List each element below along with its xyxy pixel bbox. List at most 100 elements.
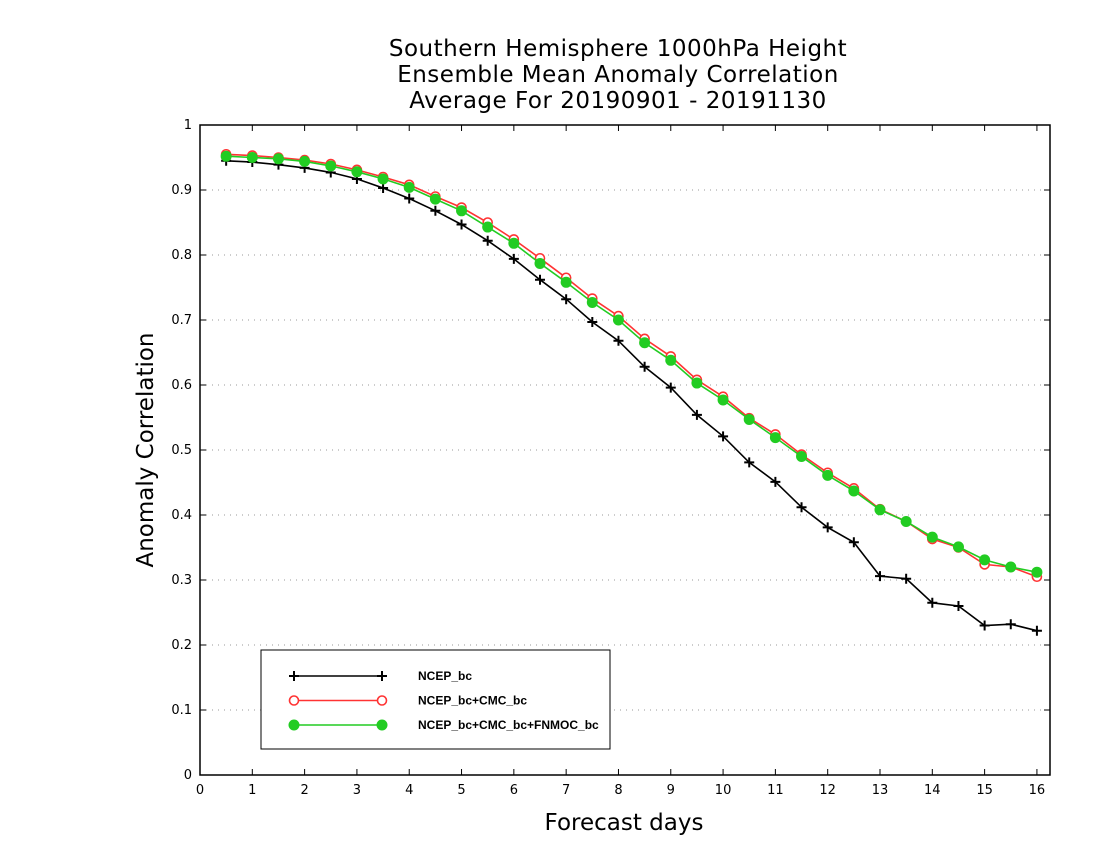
data-point-marker <box>535 274 545 285</box>
x-tick-label: 2 <box>300 783 308 798</box>
x-tick-label: 12 <box>819 783 836 798</box>
y-tick-label: 0.5 <box>171 443 192 458</box>
data-point-marker <box>1031 625 1042 636</box>
x-tick-label: 10 <box>715 783 732 798</box>
data-point-marker <box>377 671 387 681</box>
x-tick-label: 16 <box>1029 783 1046 798</box>
data-point-marker <box>744 457 755 468</box>
data-point-marker <box>378 183 389 194</box>
data-point-marker <box>289 671 299 681</box>
data-point-marker <box>1005 619 1016 630</box>
data-point-marker <box>586 296 598 308</box>
data-point-marker <box>979 620 990 631</box>
data-point-marker <box>376 695 388 706</box>
data-point-marker <box>979 554 991 566</box>
data-point-marker <box>429 193 441 205</box>
data-point-marker <box>482 235 493 246</box>
data-point-marker <box>376 719 388 731</box>
data-point-marker <box>534 257 546 269</box>
data-point-marker <box>639 337 651 349</box>
data-point-marker <box>1005 561 1017 573</box>
y-tick-label: 0.7 <box>171 313 192 328</box>
data-point-marker <box>325 160 337 172</box>
x-tick-label: 1 <box>248 783 256 798</box>
data-point-marker <box>220 150 232 162</box>
y-axis-label: Anomaly Correlation <box>133 332 159 568</box>
data-point-marker <box>927 597 938 608</box>
series-3 <box>220 150 1043 578</box>
data-point-marker <box>900 516 912 527</box>
series-line <box>226 153 1038 578</box>
data-point-marker <box>561 294 572 305</box>
data-point-marker <box>612 314 624 326</box>
data-point-marker <box>952 541 964 553</box>
x-tick-label: 6 <box>510 783 518 798</box>
x-tick-label: 4 <box>405 783 413 798</box>
axis-ticks: 00.10.20.30.40.50.60.70.80.910 1 2 3 4 5 6 7 8 9 1… <box>171 118 1050 798</box>
series-line <box>226 160 1038 632</box>
series-layer <box>220 148 1043 636</box>
data-point-marker <box>717 394 729 406</box>
y-tick-label: 0.1 <box>171 703 192 718</box>
series-1 <box>221 155 1042 636</box>
data-point-marker <box>796 451 808 462</box>
grid-lines <box>200 189 1050 711</box>
chart-title-line-1: Southern Hemisphere 1000hPa Height <box>388 36 848 62</box>
data-point-marker <box>482 221 494 233</box>
data-point-marker <box>613 335 624 346</box>
y-tick-label: 0.3 <box>171 573 192 588</box>
data-point-marker <box>875 571 885 582</box>
data-point-marker <box>639 361 650 372</box>
x-tick-label: 8 <box>614 783 622 798</box>
data-point-marker <box>848 485 860 497</box>
x-tick-label: 11 <box>767 783 784 798</box>
x-tick-label: 5 <box>457 783 465 798</box>
y-tick-label: 0.6 <box>171 378 192 393</box>
data-point-marker <box>508 237 520 249</box>
data-point-marker <box>770 476 781 487</box>
x-tick-label: 15 <box>976 783 993 798</box>
data-point-marker <box>456 219 467 230</box>
data-point-marker <box>560 276 572 288</box>
data-point-marker <box>377 173 389 185</box>
legend-label: NCEP_bc+CMC_bc <box>418 694 527 708</box>
data-point-marker <box>718 431 729 442</box>
x-tick-label: 13 <box>872 783 889 798</box>
x-tick-label: 7 <box>562 783 570 798</box>
data-point-marker <box>456 205 468 217</box>
legend: NCEP_bc NCEP_bc+CMC_bc NCEP_bc+CMC_bc+FNMO… <box>260 649 611 750</box>
data-point-marker <box>743 413 755 425</box>
data-point-marker <box>665 382 676 393</box>
data-point-marker <box>508 253 519 264</box>
data-point-marker <box>822 522 833 533</box>
legend-label: NCEP_bc+CMC_bc+FNMOC_bc <box>418 718 599 732</box>
data-point-marker <box>1031 566 1043 578</box>
data-point-marker <box>769 432 781 444</box>
series-2 <box>220 148 1043 583</box>
data-point-marker <box>430 205 441 216</box>
data-point-marker <box>901 573 912 584</box>
data-point-marker <box>272 153 284 165</box>
chart-title-line-3: Average For 20190901 - 20191130 <box>409 88 827 114</box>
data-point-marker <box>926 531 938 543</box>
legend-label: NCEP_bc <box>418 669 472 683</box>
y-tick-label: 0.8 <box>171 248 192 263</box>
x-tick-label: 14 <box>924 783 941 798</box>
series-line <box>226 155 1038 573</box>
data-point-marker <box>691 409 702 420</box>
legend-box <box>260 649 611 750</box>
x-tick-label: 3 <box>353 783 361 798</box>
data-point-marker <box>299 155 311 167</box>
y-tick-label: 0.2 <box>171 638 192 653</box>
data-point-marker <box>874 504 886 516</box>
data-point-marker <box>288 695 300 706</box>
data-point-marker <box>848 537 859 548</box>
data-point-marker <box>665 354 677 366</box>
y-tick-label: 0.4 <box>171 508 192 523</box>
data-point-marker <box>587 316 598 327</box>
y-tick-label: 1 <box>184 118 192 133</box>
data-point-marker <box>403 181 415 193</box>
y-tick-label: 0 <box>184 768 192 783</box>
x-tick-label: 9 <box>667 783 675 798</box>
